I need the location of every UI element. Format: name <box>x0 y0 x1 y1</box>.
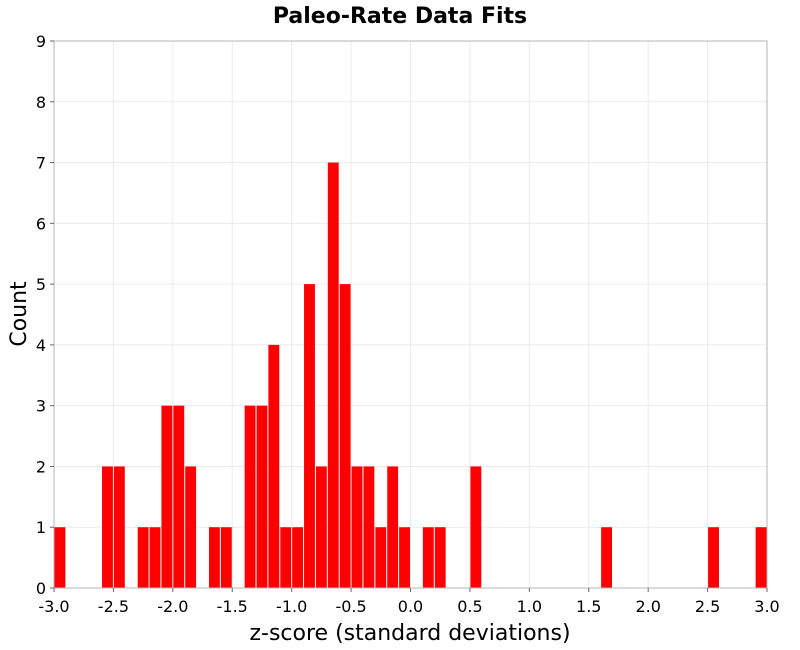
histogram-bar <box>399 527 410 588</box>
histogram-bar <box>708 527 719 588</box>
x-tick-label: 1.5 <box>576 597 601 616</box>
y-tick-label: 6 <box>36 214 46 233</box>
y-tick-label: 2 <box>36 457 46 476</box>
histogram-bar <box>375 527 387 588</box>
histogram-bar <box>256 405 268 588</box>
x-tick-label: 2.5 <box>695 597 720 616</box>
x-tick-label: 2.0 <box>635 597 660 616</box>
x-tick-label: -1.0 <box>276 597 307 616</box>
y-tick-label: 5 <box>36 275 46 294</box>
x-tick-label: 0.5 <box>457 597 482 616</box>
histogram-bar <box>292 527 304 588</box>
histogram-bar <box>387 466 399 588</box>
y-tick-label: 1 <box>36 518 46 537</box>
x-tick-label: -1.5 <box>217 597 248 616</box>
x-axis-label: z-score (standard deviations) <box>249 621 570 646</box>
histogram-bar <box>339 284 351 588</box>
chart-title: Paleo-Rate Data Fits <box>273 4 527 29</box>
histogram-bar <box>220 527 232 588</box>
y-axis-label: Count <box>7 281 32 347</box>
histogram-bar <box>470 466 482 588</box>
histogram-bar <box>755 527 767 588</box>
histogram-bar <box>102 466 113 588</box>
x-tick-label: -2.5 <box>98 597 129 616</box>
histogram-bar <box>173 405 185 588</box>
histogram-bar <box>601 527 613 588</box>
x-tick-label: -3.0 <box>38 597 69 616</box>
y-tick-label: 8 <box>36 93 46 112</box>
histogram-bar <box>268 344 280 588</box>
histogram-bar <box>161 405 173 588</box>
bars <box>54 162 767 589</box>
histogram-bar <box>304 284 315 588</box>
histogram-bar <box>363 466 375 588</box>
histogram-bar <box>244 405 256 588</box>
y-tick-label: 7 <box>36 154 46 173</box>
x-tick-label: 1.0 <box>517 597 542 616</box>
y-tick-label: 4 <box>36 336 46 355</box>
histogram-bar <box>208 527 220 588</box>
x-tick-label: 3.0 <box>754 597 779 616</box>
histogram-bar <box>351 466 363 588</box>
histogram-bar <box>149 527 161 588</box>
y-tick-label: 9 <box>36 32 46 51</box>
histogram-bar <box>137 527 149 588</box>
histogram-bar <box>185 466 197 588</box>
histogram-bar <box>327 162 339 589</box>
y-tick-label: 0 <box>36 579 46 598</box>
x-tick-label: -2.0 <box>157 597 188 616</box>
histogram-bar <box>280 527 292 588</box>
x-tick-label: -0.5 <box>335 597 366 616</box>
x-axis-ticks: -3.0 -2.5 -2.0 -1.5 -1.0 -0.5 0.0 0.5 1.0 1.5 2.0 2… <box>38 588 780 616</box>
histogram-bar <box>434 527 446 588</box>
x-tick-label: 0.0 <box>398 597 423 616</box>
histogram-bar <box>113 466 125 588</box>
y-axis-ticks: 0 1 2 3 4 5 6 7 8 9 <box>36 32 54 598</box>
y-tick-label: 3 <box>36 397 46 416</box>
histogram-bar <box>54 527 66 588</box>
grid <box>53 40 768 589</box>
histogram-bar <box>315 466 327 588</box>
histogram-bar <box>422 527 434 588</box>
